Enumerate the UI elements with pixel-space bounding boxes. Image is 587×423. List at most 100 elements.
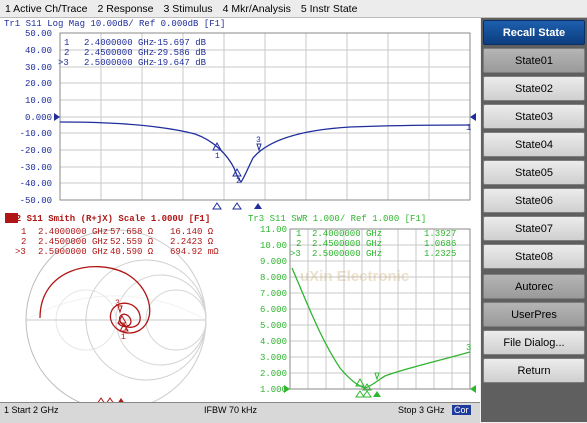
swr-ref-left-icon <box>284 385 290 393</box>
svg-text:1.3927: 1.3927 <box>424 229 456 239</box>
svg-text:3: 3 <box>256 136 261 145</box>
svg-text:2: 2 <box>296 239 301 249</box>
logmag-y-tick: 50.00 <box>25 29 52 39</box>
svg-text:3.000: 3.000 <box>260 353 287 363</box>
softkey-state03[interactable]: State03 <box>483 104 585 129</box>
svg-text:2.4500000 GHz: 2.4500000 GHz <box>312 239 382 249</box>
svg-text:2.4500000 GHz: 2.4500000 GHz <box>38 237 108 247</box>
softkey-state06[interactable]: State06 <box>483 188 585 213</box>
svg-text:1: 1 <box>296 229 301 239</box>
svg-text:1: 1 <box>21 227 26 237</box>
softkey-state07[interactable]: State07 <box>483 216 585 241</box>
logmag-y-tick: -20.00 <box>20 146 52 156</box>
menu-stimulus[interactable]: 3 Stimulus <box>163 2 213 15</box>
logmag-y-tick: 10.00 <box>25 96 52 106</box>
softkey-title-recall-state: Recall State <box>483 20 585 45</box>
menu-active-ch-trace[interactable]: 1 Active Ch/Trace <box>5 2 88 15</box>
trace2-markers <box>117 305 129 332</box>
logmag-y-tick: -10.00 <box>20 129 52 139</box>
status-cor-badge: Cor <box>452 405 471 415</box>
svg-text:8.000: 8.000 <box>260 273 287 283</box>
svg-text:>3: >3 <box>290 249 301 259</box>
marker-3-icon[interactable] <box>256 143 262 152</box>
logmag-header: Tr1 S11 Log Mag 10.00dB/ Ref 0.000dB [F1… <box>4 19 226 29</box>
softkey-userpres[interactable]: UserPres <box>483 302 585 327</box>
ref-arrow-left-icon <box>54 113 60 121</box>
smith-marker-2-icon[interactable] <box>119 322 129 332</box>
trace1-end-label: 1 <box>466 123 471 133</box>
svg-text:2.000: 2.000 <box>260 369 287 379</box>
status-ifbw: IFBW 70 kHz <box>204 405 258 415</box>
svg-text:6.000: 6.000 <box>260 305 287 315</box>
svg-text:57.658 Ω: 57.658 Ω <box>110 227 154 237</box>
traces-svg: 50.00 40.00 30.00 20.00 10.00 0.000 -10.… <box>5 29 476 411</box>
svg-text:2: 2 <box>236 177 241 186</box>
logmag-y-tick: 20.00 <box>25 79 52 89</box>
softkey-state05[interactable]: State05 <box>483 160 585 185</box>
svg-text:>3: >3 <box>15 247 26 257</box>
logmag-y-tick: 0.000 <box>25 113 52 123</box>
marker-id: 2 <box>64 48 69 58</box>
trace1-markers <box>212 141 262 177</box>
logmag-y-tick: 30.00 <box>25 63 52 73</box>
smith-chart <box>25 229 207 411</box>
trace2-line <box>39 266 151 334</box>
softkey-panel: Recall State State01 State02 State03 Sta… <box>481 18 587 422</box>
svg-text:2: 2 <box>124 324 129 333</box>
marker-2-icon[interactable] <box>232 167 242 177</box>
swr-marker-table: 1 2.4000000 GHz 1.3927 2 2.4500000 GHz 1… <box>290 229 456 259</box>
softkey-state01[interactable]: State01 <box>483 48 585 73</box>
svg-text:16.140 Ω: 16.140 Ω <box>170 227 214 237</box>
svg-text:694.92 mΩ: 694.92 mΩ <box>170 247 219 257</box>
marker-freq: 2.4000000 GHz <box>84 38 154 48</box>
trace3-markers <box>355 372 380 391</box>
swr-frame <box>289 228 471 390</box>
svg-text:1.0686: 1.0686 <box>424 239 456 249</box>
watermark: uXin Electronic <box>300 268 410 285</box>
swr-bottom-markers <box>355 390 381 398</box>
swr-marker-3-icon[interactable] <box>374 372 380 381</box>
softkey-state08[interactable]: State08 <box>483 244 585 269</box>
marker-1-icon[interactable] <box>212 141 222 151</box>
measurement-screen: 50.00 40.00 30.00 20.00 10.00 0.000 -10.… <box>0 18 480 422</box>
logmag-y-tick: -40.00 <box>20 179 52 189</box>
menu-bar: 1 Active Ch/Trace 2 Response 3 Stimulus … <box>0 0 587 18</box>
logmag-y-tick: 40.00 <box>25 46 52 56</box>
softkey-state02[interactable]: State02 <box>483 76 585 101</box>
svg-text:2.4000000 GHz: 2.4000000 GHz <box>38 227 108 237</box>
svg-text:2.4000000 GHz: 2.4000000 GHz <box>312 229 382 239</box>
trace1-marker-labels: 1 2 3 <box>215 136 261 186</box>
status-bar: 1 Start 2 GHz IFBW 70 kHz Stop 3 GHz Cor <box>0 402 480 423</box>
status-stop: Stop 3 GHz <box>398 405 445 415</box>
swr-marker-1-icon[interactable] <box>355 377 365 387</box>
svg-text:40.590 Ω: 40.590 Ω <box>110 247 154 257</box>
marker-value: -15.697 dB <box>152 38 207 48</box>
logmag-y-tick: -50.00 <box>20 196 52 206</box>
smith-marker-3-icon[interactable] <box>117 305 123 314</box>
softkey-autorec[interactable]: Autorec <box>483 274 585 299</box>
status-start: 1 Start 2 GHz <box>4 405 59 415</box>
swr-y-ticks: 11.00 10.00 9.000 8.000 7.000 6.000 5.00… <box>260 225 287 395</box>
menu-mkr-analysis[interactable]: 4 Mkr/Analysis <box>222 2 291 15</box>
svg-text:4.000: 4.000 <box>260 337 287 347</box>
marker-freq: 2.4500000 GHz <box>84 48 154 58</box>
smith-header: Tr2 S11 Smith (R+jX) Scale 1.000U [F1] <box>5 214 210 224</box>
softkey-file-dialog[interactable]: File Dialog... <box>483 330 585 355</box>
smith-marker-1-icon[interactable] <box>117 314 127 324</box>
svg-text:2.5000000 GHz: 2.5000000 GHz <box>38 247 108 257</box>
logmag-marker-table: 1 2.4000000 GHz -15.697 dB 2 2.4500000 G… <box>58 38 207 68</box>
softkey-state04[interactable]: State04 <box>483 132 585 157</box>
svg-text:2.2423 Ω: 2.2423 Ω <box>170 237 214 247</box>
svg-text:2.5000000 GHz: 2.5000000 GHz <box>312 249 382 259</box>
swr-marker-2-icon[interactable] <box>362 383 372 391</box>
svg-text:7.000: 7.000 <box>260 289 287 299</box>
softkey-return[interactable]: Return <box>483 358 585 383</box>
menu-response[interactable]: 2 Response <box>97 2 154 15</box>
svg-text:10.00: 10.00 <box>260 241 287 251</box>
svg-text:2: 2 <box>21 237 26 247</box>
menu-instr-state[interactable]: 5 Instr State <box>300 2 358 15</box>
ref-arrow-right-icon <box>470 113 476 121</box>
trace2-marker-labels: 1 2 3 <box>115 299 129 342</box>
svg-text:5.000: 5.000 <box>260 321 287 331</box>
svg-text:1.2325: 1.2325 <box>424 249 456 259</box>
